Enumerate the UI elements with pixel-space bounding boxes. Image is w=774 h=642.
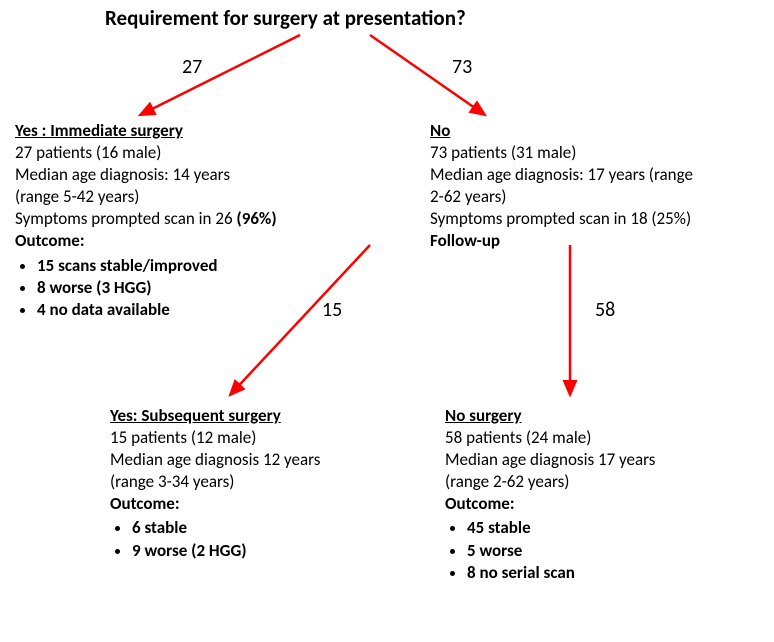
line-median: Median age diagnosis 17 years	[445, 449, 765, 471]
node-no-initial: No 73 patients (31 male) Median age diag…	[430, 120, 760, 253]
line-patients: 73 patients (31 male)	[430, 142, 760, 164]
node-no-surgery: No surgery 58 patients (24 male) Median …	[445, 405, 765, 584]
outcome-item: 9 worse (2 HGG)	[132, 540, 430, 562]
line-range: (range 5-42 years)	[15, 186, 355, 208]
heading-yes: Yes	[15, 120, 38, 141]
outcome-item: 15 scans stable/improved	[37, 255, 355, 277]
line-median: Median age diagnosis: 17 years (range	[430, 164, 760, 186]
heading-rest: : Immediate surgery	[38, 120, 183, 141]
node-heading: No	[430, 120, 760, 142]
node-heading: Yes : Immediate surgery	[15, 120, 355, 142]
outcome-list: 15 scans stable/improved8 worse (3 HGG)4…	[15, 255, 355, 321]
line-median: Median age diagnosis: 14 years	[15, 164, 355, 186]
outcome-item: 8 no serial scan	[467, 562, 765, 584]
outcome-item: 8 worse (3 HGG)	[37, 277, 355, 299]
outcome-label: Outcome:	[15, 230, 355, 252]
node-immediate-surgery: Yes : Immediate surgery 27 patients (16 …	[15, 120, 355, 321]
heading-rest: Subsequent surgery	[138, 405, 281, 426]
line-patients: 27 patients (16 male)	[15, 142, 355, 164]
line-symptoms: Symptoms prompted scan in 26 (96%)	[15, 208, 355, 230]
outcome-list: 6 stable9 worse (2 HGG)	[110, 517, 430, 561]
outcome-item: 4 no data available	[37, 299, 355, 321]
line-symptoms: Symptoms prompted scan in 18 (25%)	[430, 208, 760, 230]
symptoms-pre: Symptoms prompted scan in 26	[15, 208, 236, 229]
edge-label-root-left: 27	[182, 55, 202, 79]
line-range: (range 2-62 years)	[445, 471, 765, 493]
outcome-item: 45 stable	[467, 517, 765, 539]
outcome-label: Outcome:	[445, 493, 765, 515]
flowchart-canvas: Requirement for surgery at presentation?…	[0, 0, 774, 642]
line-patients: 58 patients (24 male)	[445, 427, 765, 449]
arrow	[140, 35, 300, 115]
line-range: (range 3-34 years)	[110, 471, 430, 493]
edge-label-mid-right: 58	[595, 298, 615, 322]
edge-label-mid-left: 15	[322, 298, 342, 322]
followup-label: Follow-up	[430, 230, 760, 252]
line-median: Median age diagnosis 12 years	[110, 449, 430, 471]
heading-no: No	[430, 120, 450, 141]
outcome-item: 5 worse	[467, 540, 765, 562]
root-question: Requirement for surgery at presentation?	[105, 5, 466, 32]
outcome-list: 45 stable5 worse8 no serial scan	[445, 517, 765, 583]
node-heading: Yes: Subsequent surgery	[110, 405, 430, 427]
outcome-label: Outcome:	[110, 493, 430, 515]
symptoms-bold: (96%)	[236, 208, 276, 229]
edge-label-root-right: 73	[452, 55, 472, 79]
outcome-item: 6 stable	[132, 517, 430, 539]
heading-no-surgery: No surgery	[445, 405, 522, 426]
node-heading: No surgery	[445, 405, 765, 427]
heading-yes: Yes:	[110, 405, 138, 426]
node-subsequent-surgery: Yes: Subsequent surgery 15 patients (12 …	[110, 405, 430, 562]
line-range: 2-62 years)	[430, 186, 760, 208]
line-patients: 15 patients (12 male)	[110, 427, 430, 449]
